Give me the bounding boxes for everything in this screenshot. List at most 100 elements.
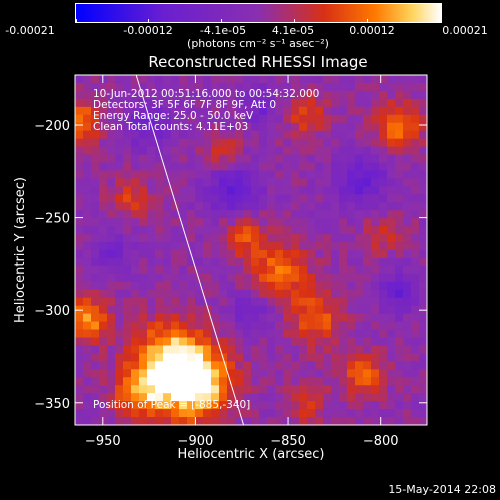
heatmap-cell — [131, 321, 140, 330]
heatmap-cell — [299, 257, 308, 267]
heatmap-cell — [307, 393, 316, 402]
heatmap-cell — [347, 218, 356, 227]
heatmap-cell — [259, 289, 268, 299]
heatmap-cell — [203, 242, 212, 251]
heatmap-cell — [163, 98, 172, 108]
heatmap-cell — [379, 234, 388, 243]
heatmap-cell — [75, 114, 84, 124]
heatmap-cell — [275, 313, 284, 322]
heatmap-cell — [131, 369, 140, 378]
heatmap-cell — [99, 250, 108, 259]
heatmap-cell — [219, 75, 228, 84]
heatmap-cell — [115, 281, 124, 291]
heatmap-cell — [363, 297, 372, 307]
heatmap-cell — [115, 202, 124, 211]
heatmap-cell — [275, 210, 284, 219]
heatmap-cell — [347, 90, 356, 100]
heatmap-cell — [387, 218, 396, 227]
heatmap-cell — [403, 210, 412, 219]
heatmap-cell — [131, 265, 140, 275]
heatmap-cell — [139, 345, 148, 354]
heatmap-cell — [379, 361, 388, 370]
heatmap-cell — [91, 321, 100, 330]
heatmap-cell — [195, 170, 204, 179]
heatmap-cell — [227, 273, 236, 283]
heatmap-cell — [267, 75, 276, 84]
heatmap-cell — [339, 210, 348, 219]
heatmap-cell — [355, 122, 364, 132]
heatmap-cell — [315, 170, 324, 179]
heatmap-cell — [243, 353, 252, 362]
heatmap-cell — [123, 281, 132, 291]
heatmap-cell — [91, 297, 100, 307]
heatmap-cell — [195, 130, 204, 140]
heatmap-cell — [411, 122, 420, 132]
heatmap-cell — [259, 377, 268, 386]
heatmap-cell — [139, 138, 148, 147]
heatmap-cell — [219, 337, 228, 346]
heatmap-cell — [123, 138, 132, 147]
heatmap-cell — [195, 106, 204, 116]
heatmap-cell — [195, 385, 204, 394]
heatmap-cell — [219, 409, 228, 418]
heatmap-cell — [243, 226, 252, 235]
heatmap-cell — [363, 106, 372, 116]
heatmap-cell — [291, 194, 300, 203]
heatmap-cell — [243, 377, 252, 386]
heatmap-cell — [203, 369, 212, 378]
heatmap-cell — [395, 154, 404, 163]
heatmap-cell — [147, 90, 156, 100]
heatmap-cell — [251, 393, 260, 402]
heatmap-cell — [131, 146, 140, 155]
heatmap-cell — [363, 313, 372, 322]
heatmap-cell — [211, 313, 220, 322]
heatmap-cell — [139, 218, 148, 227]
heatmap-cell — [91, 122, 100, 132]
heatmap-cell — [411, 385, 420, 394]
heatmap-cell — [299, 385, 308, 394]
heatmap-cell — [267, 265, 276, 275]
heatmap-cell — [99, 194, 108, 203]
heatmap-cell — [339, 289, 348, 299]
heatmap-cell — [347, 361, 356, 370]
heatmap-cell — [155, 281, 164, 291]
heatmap-cell — [387, 138, 396, 147]
heatmap-cell — [187, 106, 196, 116]
annotation-time-range: 10-Jun-2012 00:51:16.000 to 00:54:32.000 — [93, 88, 319, 100]
heatmap-cell — [403, 106, 412, 116]
heatmap-cell — [283, 281, 292, 291]
heatmap-cell — [251, 154, 260, 163]
heatmap-cell — [171, 98, 180, 108]
heatmap-cell — [387, 226, 396, 235]
heatmap-cell — [395, 305, 404, 315]
heatmap-cell — [259, 122, 268, 132]
heatmap-cell — [355, 170, 364, 179]
heatmap-cell — [403, 130, 412, 140]
heatmap-cell — [243, 178, 252, 187]
heatmap-cell — [363, 98, 372, 108]
heatmap-cell — [379, 345, 388, 354]
heatmap-cell — [163, 82, 172, 92]
heatmap-cell — [323, 297, 332, 307]
heatmap-cell — [235, 90, 244, 100]
heatmap-cell — [195, 146, 204, 155]
heatmap-cell — [107, 138, 116, 147]
heatmap-cell — [195, 162, 204, 171]
heatmap-cell — [155, 90, 164, 100]
heatmap-cell — [379, 122, 388, 132]
heatmap-cell — [331, 289, 340, 299]
heatmap-cell — [395, 361, 404, 370]
heatmap-cell — [387, 297, 396, 307]
heatmap-cell — [107, 369, 116, 378]
heatmap-cell — [331, 337, 340, 346]
heatmap-cell — [91, 194, 100, 203]
heatmap-cell — [83, 146, 92, 155]
heatmap-cell — [363, 194, 372, 203]
heatmap-cell — [115, 417, 124, 425]
solar-limb-line — [135, 75, 245, 425]
heatmap-cell — [259, 162, 268, 171]
heatmap-cell — [379, 194, 388, 203]
heatmap-cell — [115, 194, 124, 203]
heatmap-cell — [267, 417, 276, 425]
heatmap-cell — [331, 313, 340, 322]
